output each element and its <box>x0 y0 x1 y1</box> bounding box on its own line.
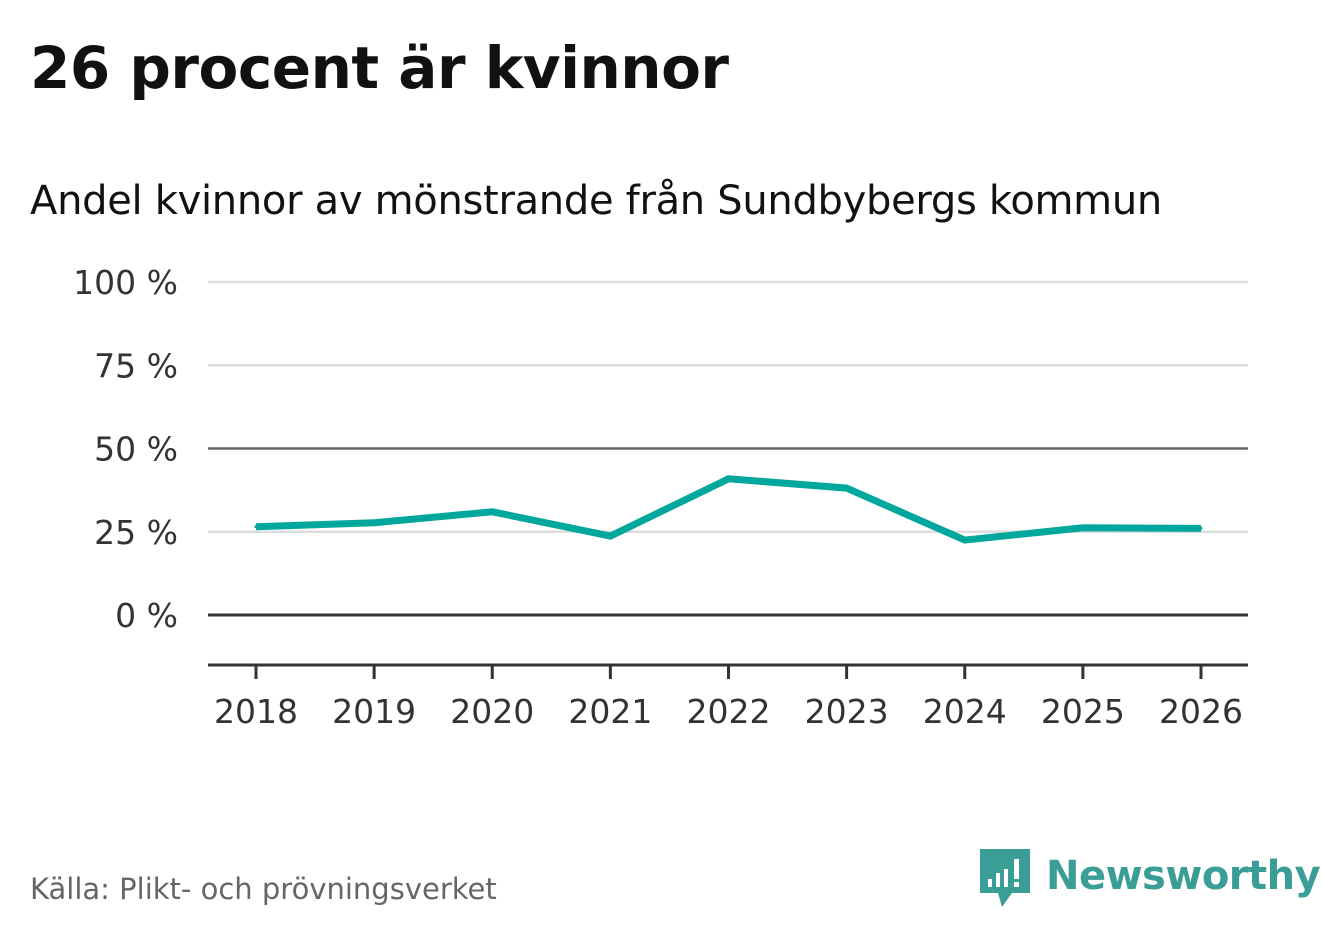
data-point-2021 <box>608 534 612 538</box>
data-point-2020 <box>490 510 494 514</box>
y-tick-label: 50 % <box>94 430 178 469</box>
y-tick-label: 100 % <box>73 263 178 302</box>
data-point-2026 <box>1199 526 1203 530</box>
chart-subtitle: Andel kvinnor av mönstrande från Sundbyb… <box>30 178 1162 224</box>
series-group <box>254 475 1203 544</box>
newsworthy-logo-icon <box>980 849 1030 907</box>
grid-lines <box>208 280 1248 617</box>
x-tick-label: 2023 <box>805 692 889 731</box>
x-tick-label: 2025 <box>1041 692 1125 731</box>
data-point-2025 <box>1081 526 1085 530</box>
data-point-2024 <box>963 538 967 542</box>
data-point-2018 <box>254 525 258 529</box>
data-point-2022 <box>727 477 730 481</box>
x-tick-label: 2024 <box>923 692 1007 731</box>
data-point-2023 <box>845 486 849 490</box>
x-tick-label: 2026 <box>1159 692 1243 731</box>
data-point-2019 <box>372 521 376 525</box>
x-tick-label: 2019 <box>332 692 416 731</box>
x-axis <box>208 663 1248 679</box>
x-tick-label: 2018 <box>214 692 298 731</box>
brand-logo: Newsworthy <box>980 848 1321 912</box>
chart-title: 26 procent är kvinnor <box>30 34 729 102</box>
y-tick-label: 25 % <box>94 513 178 552</box>
x-tick-label: 2022 <box>687 692 771 731</box>
x-tick-label: 2020 <box>450 692 534 731</box>
y-tick-label: 75 % <box>94 346 178 385</box>
x-tick-label: 2021 <box>568 692 652 731</box>
y-tick-labels: 0 % 25 % 50 % 75 % 100 % <box>73 263 178 635</box>
brand-name: Newsworthy <box>1046 853 1321 899</box>
x-tick-labels: 2018 2019 2020 2021 2022 2023 2024 2025 2026 <box>214 692 1243 731</box>
y-tick-label: 0 % <box>115 596 178 635</box>
source-note: Källa: Plikt- och prövningsverket <box>30 872 497 906</box>
